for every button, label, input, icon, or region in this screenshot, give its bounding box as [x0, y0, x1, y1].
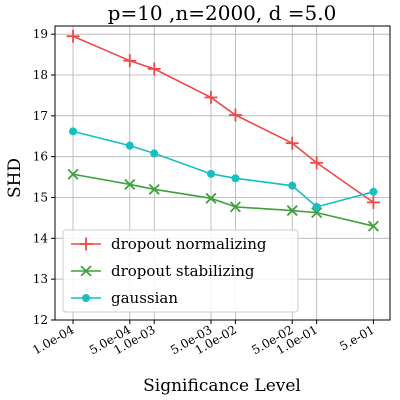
chart-title: p=10 ,n=2000, d =5.0 [108, 1, 337, 25]
legend: dropout normalizing dropout stabilizing ga… [62, 229, 299, 313]
x-axis-label: Significance Level [143, 376, 301, 396]
series-layer [66, 29, 380, 232]
data-point [205, 192, 217, 204]
data-point [366, 195, 380, 209]
data-point [310, 156, 324, 170]
data-point [369, 187, 378, 196]
data-point [69, 127, 78, 136]
series-line [72, 130, 374, 208]
series-dropout-normalizing [66, 29, 380, 209]
data-point [147, 62, 161, 76]
legend-entry: gaussian [71, 289, 178, 307]
series-dropout-stabilizing [67, 168, 379, 232]
data-point [204, 90, 218, 104]
y-tick-label: 19 [33, 27, 48, 41]
plot-frame [54, 25, 391, 321]
data-point [123, 54, 137, 68]
data-point [231, 174, 240, 183]
x-axis-ticks: 1.0e-04 5.0e-041.0e-03 5.0e-031.0e-02 5.0e-… [30, 320, 377, 357]
legend-label: dropout stabilizing [111, 262, 255, 280]
legend-marker [82, 294, 90, 302]
data-point [286, 205, 298, 217]
data-point [228, 108, 242, 122]
y-tick-label: 15 [33, 191, 48, 205]
data-point [285, 136, 299, 150]
x-tick-label: 1.0e-04 [30, 322, 77, 357]
legend-label: dropout normalizing [111, 235, 267, 253]
y-tick-label: 12 [33, 313, 48, 327]
series-line [72, 173, 374, 227]
legend-box [62, 229, 299, 313]
legend-marker [79, 237, 93, 251]
data-point [66, 29, 80, 43]
y-axis-ticks: 12 13 14 15 16 17 18 19 [33, 27, 55, 327]
data-point [367, 220, 379, 232]
series-line [72, 35, 374, 204]
data-point [229, 201, 241, 213]
y-tick-label: 18 [33, 68, 48, 82]
series-gaussian [69, 127, 378, 211]
data-point [206, 169, 215, 178]
legend-marker [80, 265, 92, 277]
legend-entry: dropout normalizing [71, 235, 267, 253]
legend-label: gaussian [111, 289, 178, 307]
x-tick-label: 5.e-01 [337, 322, 377, 353]
data-point [288, 181, 297, 190]
y-tick-label: 14 [33, 231, 49, 245]
data-point [67, 168, 79, 180]
y-axis-label: SHD [5, 158, 25, 198]
data-point [125, 141, 134, 150]
data-point [312, 202, 321, 211]
y-tick-label: 16 [33, 150, 48, 164]
legend-entry: dropout stabilizing [71, 262, 255, 280]
y-tick-label: 13 [33, 272, 48, 286]
data-point [150, 149, 159, 158]
y-tick-label: 17 [33, 109, 48, 123]
data-point [311, 207, 323, 219]
data-point [148, 183, 160, 195]
data-point [124, 178, 136, 190]
